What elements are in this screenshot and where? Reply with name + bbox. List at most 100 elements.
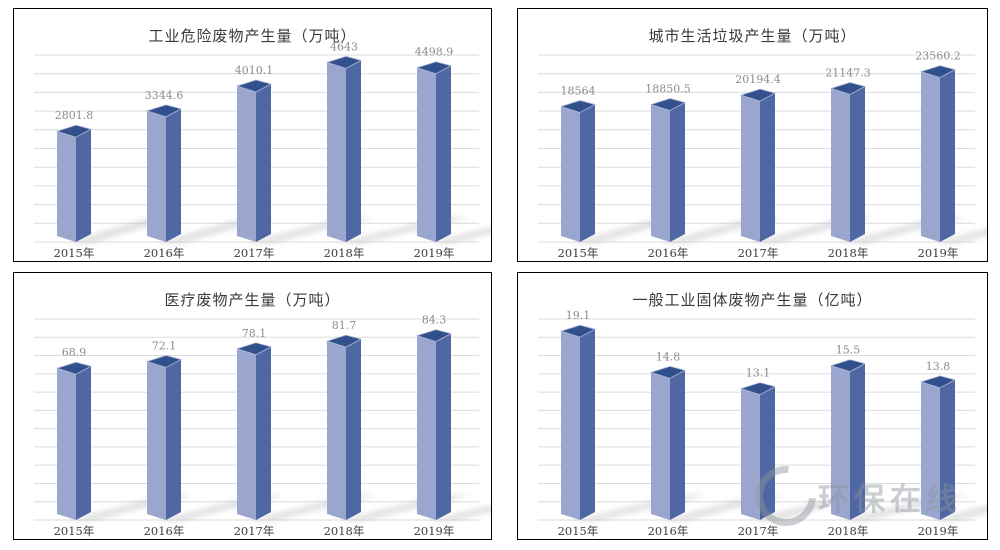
bar-shadow [930,505,987,521]
bar-right-face [346,60,361,242]
category-label: 2016年 [144,524,185,538]
bar-top-face [829,82,867,95]
chart-plot: 19.1 2015年 14.8 2016年 13.1 2017年 15.5 2018年 13.8… [538,309,987,538]
bar-3d [649,98,687,242]
chart-title: 一般工业固体废物产生量（亿吨） [632,291,873,309]
value-label: 18564 [561,84,596,97]
bar-3d [559,324,597,520]
value-label: 4010.1 [235,64,274,77]
bar-3d [325,334,363,520]
bar-3d [919,65,957,242]
category-label: 2019年 [918,524,959,538]
bar-right-face [256,84,271,242]
bar-left-face [741,95,760,243]
bar-3d [55,361,93,520]
category-label: 2019年 [918,246,959,260]
chart-plot: 18564 2015年 18850.5 2016年 20194.4 2017年 21147.… [538,50,987,260]
bar-top-face [829,359,867,373]
bar-left-face [921,381,940,520]
bar-right-face [670,370,685,520]
chart-title: 城市生活垃圾产生量（万吨） [648,27,857,45]
bar-right-face [580,329,595,520]
bar-left-face [237,86,256,242]
bar-top-face [415,329,453,343]
chart-panel-urban-household-garbage: 城市生活垃圾产生量（万吨） 18564 2015年 18850.5 2016年 2019… [517,8,988,262]
category-label: 2016年 [144,246,185,260]
chart-title: 工业危险废物产生量（万吨） [148,27,357,45]
category-label: 2015年 [558,246,599,260]
bar-right-face [670,102,685,242]
value-label: 4498.9 [415,46,454,59]
value-label: 13.1 [746,367,771,380]
bar-right-face [760,386,775,520]
bar-3d [235,342,273,520]
bar-left-face [57,368,76,520]
category-label: 2017年 [738,246,779,260]
category-label: 2015年 [54,524,95,538]
bar-3d [235,79,273,242]
bar-left-face [651,104,670,242]
bar-right-face [76,129,91,242]
value-label: 14.8 [656,350,681,363]
bar-right-face [940,69,955,242]
bar-top-face [325,334,363,348]
value-label: 3344.6 [145,89,184,102]
bar-3d [55,124,93,242]
category-label: 2017年 [234,246,275,260]
bar-left-face [831,365,850,520]
bar-right-face [346,339,361,520]
bar-top-face [235,79,273,93]
bar-left-face [327,62,346,242]
bar-3d [415,61,453,242]
category-label: 2018年 [324,246,365,260]
bar-left-face [651,372,670,520]
bar-3d [325,55,363,242]
value-label: 20194.4 [735,73,781,86]
category-label: 2018年 [828,524,869,538]
category-label: 2017年 [234,524,275,538]
value-label: 2801.8 [55,109,94,122]
bar-3d [739,382,777,520]
bar-right-face [850,363,865,520]
value-label: 13.8 [926,360,951,373]
bar-3d [415,329,453,520]
category-label: 2019年 [414,246,455,260]
value-label: 21147.3 [825,66,871,79]
bar-right-face [940,379,955,520]
bar-top-face [739,88,777,102]
bar-top-face [649,365,687,379]
bar-top-face [145,104,183,118]
bar-top-face [739,382,777,396]
bar-3d [829,82,867,242]
chart-panel-industrial-hazardous-waste: 工业危险废物产生量（万吨） 2801.8 2015年 3344.6 2016年 4010… [13,8,492,262]
bar-3d [559,100,597,242]
bar-left-face [57,131,76,242]
bar-top-face [415,61,453,75]
bar-3d [649,365,687,520]
value-label: 68.9 [62,346,87,359]
bar-3d [739,88,777,243]
bar-right-face [436,333,451,520]
bar-shadow [426,227,491,243]
bar-left-face [561,106,580,242]
bar-left-face [741,388,760,520]
bar-left-face [417,335,436,520]
category-label: 2015年 [54,246,95,260]
bar-right-face [850,86,865,242]
chart-plot: 68.9 2015年 72.1 2016年 78.1 2017年 81.7 2018年 84.3… [34,314,491,538]
bar-top-face [919,375,957,389]
category-label: 2018年 [324,524,365,538]
value-label: 84.3 [422,314,447,327]
bar-3d [919,375,957,520]
bar-top-face [145,355,183,368]
chart-panel-general-industrial-solid-waste: 一般工业固体废物产生量（亿吨） 19.1 2015年 14.8 2016年 13.1 20… [517,272,988,540]
value-label: 72.1 [152,339,177,352]
bar-right-face [436,65,451,242]
bar-right-face [760,93,775,243]
category-label: 2016年 [648,524,689,538]
value-label: 18850.5 [645,82,691,95]
category-label: 2018年 [828,246,869,260]
bar-top-face [559,324,597,338]
bar-top-face [649,98,687,111]
